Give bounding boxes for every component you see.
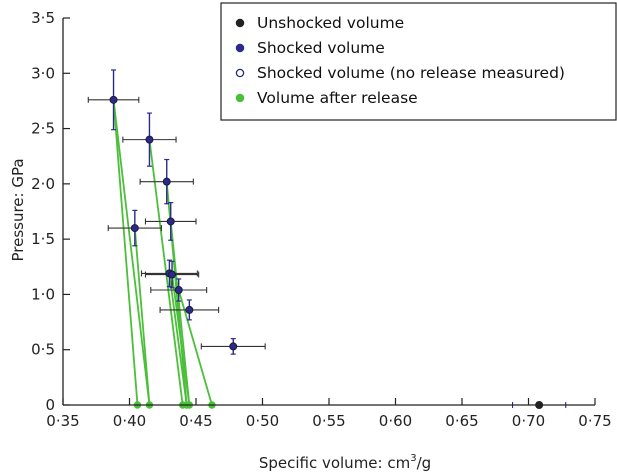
legend-label: Volume after release — [257, 89, 418, 107]
release-line — [169, 221, 191, 406]
legend-marker — [235, 93, 245, 103]
y-axis-title: Pressure: GPa — [9, 158, 27, 261]
shocked-point — [229, 342, 238, 351]
release-line — [168, 273, 188, 406]
legend-label: Unshocked volume — [257, 14, 404, 32]
x-tick-label: 0·60 — [379, 412, 412, 430]
x-tick-label: 0·70 — [512, 412, 545, 430]
shocked-point — [130, 224, 139, 233]
shocked-point — [185, 305, 194, 314]
legend-marker — [235, 68, 245, 78]
data-points — [109, 95, 544, 409]
x-tick-label: 0·55 — [312, 412, 345, 430]
release-line — [112, 99, 139, 406]
y-tick-label: 0·5 — [31, 341, 55, 359]
x-axis-title: Specific volume: cm3/g — [259, 453, 431, 472]
legend-marker — [235, 18, 245, 28]
y-tick-label: 3·0 — [31, 64, 55, 82]
x-tick-label: 0·75 — [578, 412, 611, 430]
y-tick-label: 1·0 — [31, 285, 55, 303]
x-tick-label: 0·65 — [445, 412, 478, 430]
legend: Unshocked volume Shocked volume Shocked vo… — [220, 2, 617, 121]
y-tick-label: 1·5 — [31, 230, 55, 248]
y-tick-label: 2·5 — [31, 120, 55, 138]
y-tick-label: 2·0 — [31, 175, 55, 193]
shocked-point — [166, 217, 175, 226]
x-tick-label: 0·35 — [46, 412, 79, 430]
y-tick-label: 3·5 — [31, 9, 55, 27]
shocked-point — [162, 177, 171, 186]
error-bars — [87, 69, 567, 408]
legend-label: Shocked volume (no release measured) — [257, 64, 565, 82]
release-line — [177, 289, 213, 406]
shocked-point — [168, 270, 177, 279]
y-tick-label: 0 — [45, 396, 55, 414]
legend-marker — [235, 43, 245, 53]
legend-label: Shocked volume — [257, 39, 385, 57]
release-line — [171, 274, 191, 406]
release-line — [133, 228, 151, 406]
x-tick-label: 0·40 — [113, 412, 146, 430]
shocked-point — [109, 95, 118, 104]
x-tick-label: 0·45 — [179, 412, 212, 430]
axes: 0·35 0·40 0·45 0·50 0·55 0·60 0·65 0·70 0·75 0 0·5… — [31, 9, 612, 430]
shocked-point — [145, 135, 154, 144]
shocked-point — [174, 286, 183, 295]
legend-box — [220, 2, 617, 121]
release-line — [112, 99, 151, 406]
release-lines — [112, 99, 213, 406]
x-tick-label: 0·50 — [246, 412, 279, 430]
